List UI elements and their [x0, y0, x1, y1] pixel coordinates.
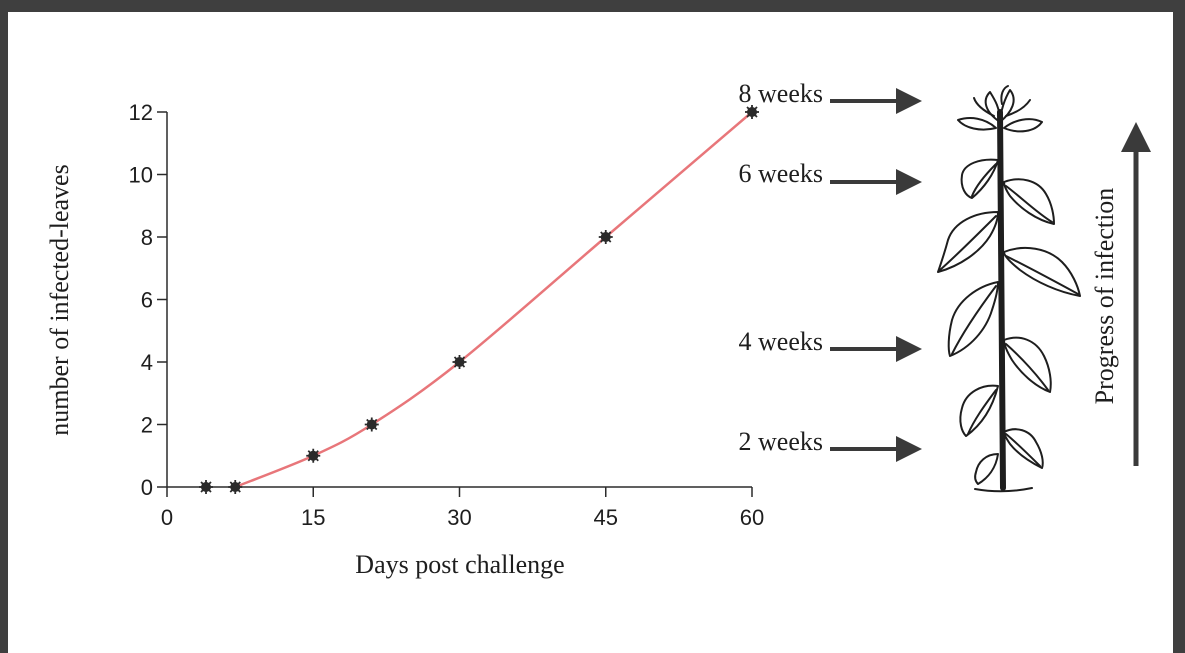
week-arrow-2: [830, 436, 922, 462]
y-axis-label: number of infected-leaves: [45, 164, 74, 435]
week-label-8: 8 weeks: [739, 79, 823, 108]
y-tick-label: 6: [141, 288, 153, 313]
week-arrow-4: [830, 336, 922, 362]
x-tick-label: 45: [594, 505, 618, 530]
y-tick-label: 8: [141, 225, 153, 250]
data-point: [199, 480, 213, 494]
y-tick-label: 2: [141, 413, 153, 438]
week-label-6: 6 weeks: [739, 159, 823, 188]
y-tick-label: 10: [129, 163, 153, 188]
data-point: [452, 355, 467, 369]
week-annotations: 8 weeks 6 weeks 4 weeks 2 weeks: [739, 79, 922, 462]
data-point: [598, 230, 613, 244]
data-point: [745, 105, 759, 119]
y-tick-label: 12: [129, 100, 153, 125]
week-label-4: 4 weeks: [739, 327, 823, 356]
data-point: [364, 417, 379, 432]
x-tick-label: 30: [447, 505, 471, 530]
y-ticks: 0 2 4 6 8 10 12: [129, 100, 167, 500]
y-tick-label: 0: [141, 475, 153, 500]
x-ticks: 0 15 30 45 60: [161, 487, 764, 530]
data-point: [228, 480, 243, 494]
x-tick-label: 0: [161, 505, 173, 530]
week-arrow-8: [830, 88, 922, 114]
series-group: [199, 105, 759, 494]
week-label-2: 2 weeks: [739, 427, 823, 456]
progress-arrow: [1121, 122, 1151, 466]
x-tick-label: 15: [301, 505, 325, 530]
x-tick-label: 60: [740, 505, 764, 530]
x-axis-label: Days post challenge: [355, 550, 564, 579]
progress-label: Progress of infection: [1090, 188, 1119, 405]
data-point: [306, 448, 321, 463]
week-arrow-6: [830, 169, 922, 195]
series-line: [234, 111, 753, 489]
plant-illustration: [937, 85, 1081, 493]
y-tick-label: 4: [141, 350, 153, 375]
